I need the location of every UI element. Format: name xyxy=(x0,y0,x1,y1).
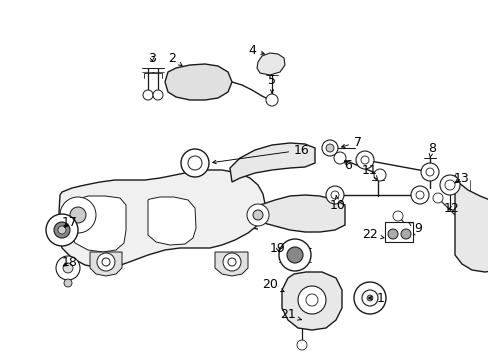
Polygon shape xyxy=(282,272,341,330)
Text: 4: 4 xyxy=(247,44,264,57)
Text: 20: 20 xyxy=(262,279,284,292)
Circle shape xyxy=(286,247,303,263)
Circle shape xyxy=(353,282,385,314)
Polygon shape xyxy=(260,195,345,232)
Text: 3: 3 xyxy=(148,51,156,64)
Circle shape xyxy=(360,156,368,164)
Circle shape xyxy=(330,191,338,199)
Text: 19: 19 xyxy=(269,242,285,255)
Text: 7: 7 xyxy=(341,135,361,149)
Polygon shape xyxy=(229,143,314,182)
Circle shape xyxy=(227,258,236,266)
Circle shape xyxy=(392,211,402,221)
Circle shape xyxy=(325,144,333,152)
Text: 21: 21 xyxy=(280,309,301,321)
Circle shape xyxy=(54,222,70,238)
Circle shape xyxy=(181,149,208,177)
Text: 12: 12 xyxy=(443,202,459,215)
Circle shape xyxy=(60,197,96,233)
Circle shape xyxy=(415,191,423,199)
Text: 17: 17 xyxy=(62,216,78,229)
Circle shape xyxy=(432,193,442,203)
Circle shape xyxy=(373,169,385,181)
Circle shape xyxy=(252,210,263,220)
Circle shape xyxy=(387,229,397,239)
Circle shape xyxy=(333,152,346,164)
Circle shape xyxy=(305,294,317,306)
Text: 18: 18 xyxy=(62,256,78,269)
Circle shape xyxy=(279,239,310,271)
Polygon shape xyxy=(215,252,247,276)
Circle shape xyxy=(361,290,377,306)
Text: 16: 16 xyxy=(212,144,309,164)
Circle shape xyxy=(97,253,115,271)
Polygon shape xyxy=(257,53,285,75)
Circle shape xyxy=(265,94,278,106)
Polygon shape xyxy=(90,252,122,276)
Circle shape xyxy=(321,140,337,156)
Text: 11: 11 xyxy=(362,163,377,179)
Text: 14: 14 xyxy=(0,359,1,360)
Text: 5: 5 xyxy=(267,73,275,93)
Text: 8: 8 xyxy=(427,141,435,157)
Circle shape xyxy=(425,168,433,176)
Circle shape xyxy=(70,207,86,223)
Circle shape xyxy=(153,90,163,100)
Circle shape xyxy=(63,263,73,273)
Circle shape xyxy=(56,256,80,280)
Circle shape xyxy=(187,156,202,170)
Circle shape xyxy=(400,229,410,239)
Circle shape xyxy=(366,295,372,301)
Text: 1: 1 xyxy=(368,292,384,305)
Circle shape xyxy=(325,186,343,204)
Polygon shape xyxy=(454,175,488,272)
Text: 10: 10 xyxy=(329,195,345,212)
Circle shape xyxy=(297,286,325,314)
Circle shape xyxy=(46,214,78,246)
Text: 22: 22 xyxy=(362,229,383,242)
Polygon shape xyxy=(148,197,196,245)
Circle shape xyxy=(223,253,241,271)
Circle shape xyxy=(410,186,428,204)
Text: 15: 15 xyxy=(0,359,1,360)
Text: 9: 9 xyxy=(408,221,421,234)
Circle shape xyxy=(64,279,72,287)
Circle shape xyxy=(444,180,454,190)
Circle shape xyxy=(420,163,438,181)
Text: 13: 13 xyxy=(453,171,469,185)
Circle shape xyxy=(58,226,66,234)
Circle shape xyxy=(102,258,110,266)
Polygon shape xyxy=(58,170,264,268)
Polygon shape xyxy=(68,196,126,252)
Text: 6: 6 xyxy=(344,158,351,171)
Bar xyxy=(384,222,412,242)
Polygon shape xyxy=(164,64,231,100)
Circle shape xyxy=(246,204,268,226)
Circle shape xyxy=(142,90,153,100)
Circle shape xyxy=(439,175,459,195)
Text: 2: 2 xyxy=(168,51,182,66)
Circle shape xyxy=(296,340,306,350)
Circle shape xyxy=(355,151,373,169)
